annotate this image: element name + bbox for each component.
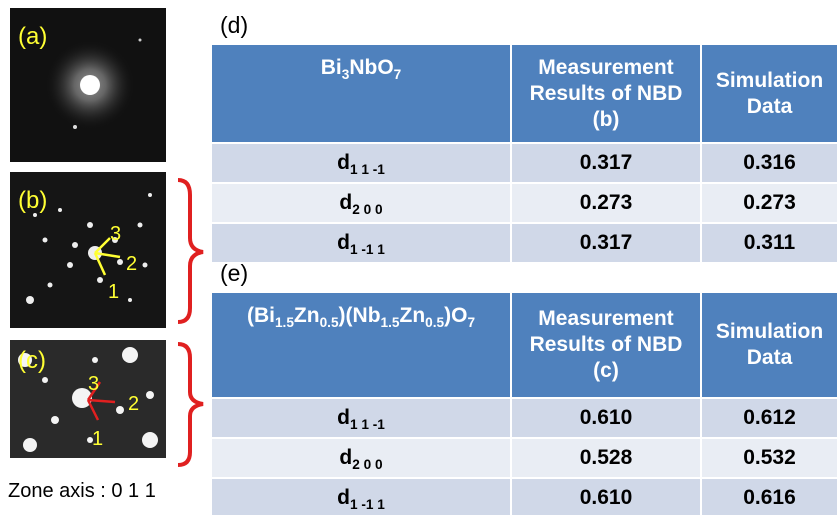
table-cell: d1 1 -1 xyxy=(212,399,510,437)
spot xyxy=(80,75,100,95)
rich-text: d1 -1 1 xyxy=(337,485,385,511)
table-cell: 0.317 xyxy=(512,144,700,182)
table-cell: d1 1 -1 xyxy=(212,144,510,182)
subscript: 1 1 -1 xyxy=(350,417,385,432)
spot-index: 1 xyxy=(108,281,119,303)
spot-index: 2 xyxy=(126,253,137,275)
subscript: 1.5 xyxy=(381,315,400,330)
text-run: )(Nb xyxy=(339,304,381,327)
subscript: 1 1 -1 xyxy=(350,162,385,177)
text-run: d xyxy=(339,446,352,469)
text-run: NbO xyxy=(349,56,393,79)
subscript: 1.5 xyxy=(275,315,294,330)
brace xyxy=(178,344,203,465)
header-cell: Simulation Data xyxy=(702,293,837,397)
table-cell: 0.316 xyxy=(702,144,837,182)
text-run: Zn xyxy=(294,304,320,327)
rich-text: d1 1 -1 xyxy=(337,150,385,176)
spot xyxy=(73,125,77,129)
text-run: (Bi xyxy=(247,304,275,327)
table-cell: 0.616 xyxy=(702,479,837,515)
table-cell: 0.610 xyxy=(512,399,700,437)
caption: Zone axis : 0 1 1 xyxy=(8,480,156,502)
table-cell: d1 -1 1 xyxy=(212,224,510,262)
rich-text: (Bi1.5Zn0.5)(Nb1.5Zn0.5)O7 xyxy=(247,303,475,329)
header-cell: Bi3NbO7 xyxy=(212,45,510,142)
table-label: (d) xyxy=(220,12,248,39)
table-cell: 0.273 xyxy=(702,184,837,222)
table-cell: 0.311 xyxy=(702,224,837,262)
subscript: 1 -1 1 xyxy=(350,497,385,512)
rich-text: d2 0 0 xyxy=(339,190,382,216)
text-run: d xyxy=(337,406,350,429)
spot xyxy=(139,39,142,42)
rich-text: Bi3NbO7 xyxy=(321,55,402,81)
figure: (a) (b) 3 2 1 (c) 3 2 1 Zone axis : 0 1 … xyxy=(0,0,837,515)
header-cell: Measurement Results of NBD (c) xyxy=(512,293,700,397)
panel-label: (b) xyxy=(18,187,47,214)
subscript: 0.5 xyxy=(425,315,444,330)
subscript: 2 0 0 xyxy=(352,202,382,217)
subscript: 2 0 0 xyxy=(352,457,382,472)
diffraction-panels: (a) (b) 3 2 1 (c) 3 2 1 Zone axis : 0 1 … xyxy=(0,0,212,515)
table-cell: 0.612 xyxy=(702,399,837,437)
brace xyxy=(178,180,203,322)
subscript: 1 -1 1 xyxy=(350,242,385,257)
table-cell: 0.532 xyxy=(702,439,837,477)
text-run: d xyxy=(337,486,350,509)
spot-index: 1 xyxy=(92,428,103,450)
subscript: 7 xyxy=(394,67,402,82)
header-cell: Measurement Results of NBD (b) xyxy=(512,45,700,142)
text-run: )O xyxy=(444,304,467,327)
header-cell: Simulation Data xyxy=(702,45,837,142)
text-run: d xyxy=(337,151,350,174)
rich-text: d1 1 -1 xyxy=(337,405,385,431)
table-cell: d2 0 0 xyxy=(212,184,510,222)
text-run: Zn xyxy=(400,304,426,327)
spot-index: 3 xyxy=(110,223,121,245)
rich-text: d1 -1 1 xyxy=(337,230,385,256)
text-run: d xyxy=(339,191,352,214)
table-cell: d2 0 0 xyxy=(212,439,510,477)
table-cell: d1 -1 1 xyxy=(212,479,510,515)
header-cell: (Bi1.5Zn0.5)(Nb1.5Zn0.5)O7 xyxy=(212,293,510,397)
table-label: (e) xyxy=(220,260,248,287)
panel-label: (c) xyxy=(18,347,46,374)
subscript: 7 xyxy=(467,315,475,330)
panel-label: (a) xyxy=(18,23,47,50)
rich-text: d2 0 0 xyxy=(339,445,382,471)
spot-index: 2 xyxy=(128,393,139,415)
table-cell: 0.610 xyxy=(512,479,700,515)
table-cell: 0.317 xyxy=(512,224,700,262)
text-run: Bi xyxy=(321,56,342,79)
spot-index: 3 xyxy=(88,373,99,395)
subscript: 0.5 xyxy=(320,315,339,330)
table-cell: 0.528 xyxy=(512,439,700,477)
table-cell: 0.273 xyxy=(512,184,700,222)
text-run: d xyxy=(337,231,350,254)
